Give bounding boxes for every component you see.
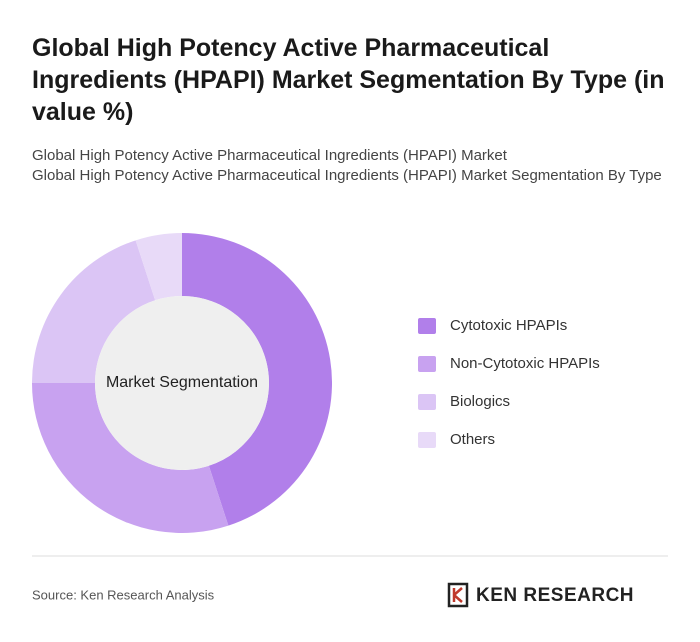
brand: KEN RESEARCH	[476, 585, 634, 606]
legend-swatch	[418, 356, 436, 372]
legend-swatch	[418, 432, 436, 448]
center-label: Market Segmentation	[106, 374, 258, 391]
legend-label: Non-Cytotoxic HPAPIs	[450, 355, 600, 372]
chart-title: Global High Potency Active Pharmaceutica…	[32, 34, 665, 126]
legend-label: Biologics	[450, 393, 510, 410]
donut-slice	[32, 383, 229, 533]
donut-slice	[135, 233, 182, 301]
source: Source: Ken Research Analysis	[32, 587, 215, 602]
subtitles: Global High Potency Active Pharmaceutica…	[32, 146, 668, 186]
donut-slice	[32, 240, 156, 383]
legend-swatch	[418, 394, 436, 410]
legend-swatch	[418, 318, 436, 334]
subtitle: Global High Potency Active Pharmaceutica…	[32, 147, 507, 164]
legend-label: Others	[450, 431, 495, 448]
subtitle: Global High Potency Active Pharmaceutica…	[32, 167, 662, 184]
logo-icon	[447, 582, 469, 608]
donut-hole	[95, 296, 269, 470]
legend-label: Cytotoxic HPAPIs	[450, 317, 567, 334]
donut-slice	[182, 233, 332, 526]
